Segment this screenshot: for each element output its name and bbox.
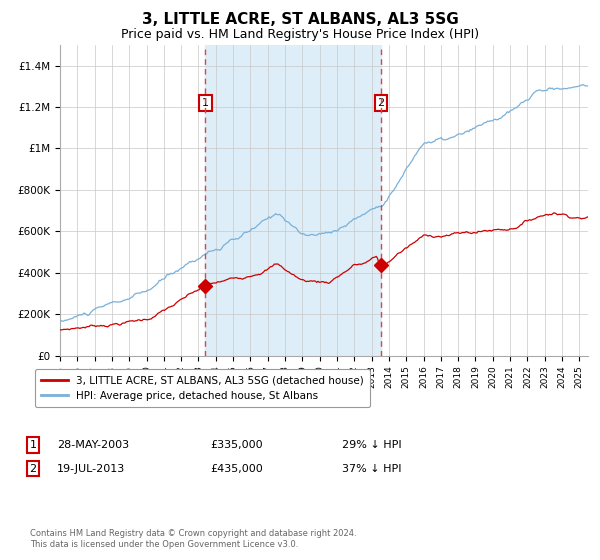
Text: 19-JUL-2013: 19-JUL-2013 <box>57 464 125 474</box>
Text: 2: 2 <box>29 464 37 474</box>
Text: 37% ↓ HPI: 37% ↓ HPI <box>342 464 401 474</box>
Text: £335,000: £335,000 <box>210 440 263 450</box>
Text: 28-MAY-2003: 28-MAY-2003 <box>57 440 129 450</box>
Text: 1: 1 <box>202 98 209 108</box>
Text: 2: 2 <box>377 98 385 108</box>
Text: 3, LITTLE ACRE, ST ALBANS, AL3 5SG: 3, LITTLE ACRE, ST ALBANS, AL3 5SG <box>142 12 458 27</box>
Bar <box>205 45 381 356</box>
Text: £435,000: £435,000 <box>210 464 263 474</box>
Text: Price paid vs. HM Land Registry's House Price Index (HPI): Price paid vs. HM Land Registry's House … <box>121 28 479 41</box>
Text: Contains HM Land Registry data © Crown copyright and database right 2024.
This d: Contains HM Land Registry data © Crown c… <box>30 529 356 549</box>
Text: 29% ↓ HPI: 29% ↓ HPI <box>342 440 401 450</box>
Text: 1: 1 <box>29 440 37 450</box>
Legend: 3, LITTLE ACRE, ST ALBANS, AL3 5SG (detached house), HPI: Average price, detache: 3, LITTLE ACRE, ST ALBANS, AL3 5SG (deta… <box>35 369 370 407</box>
